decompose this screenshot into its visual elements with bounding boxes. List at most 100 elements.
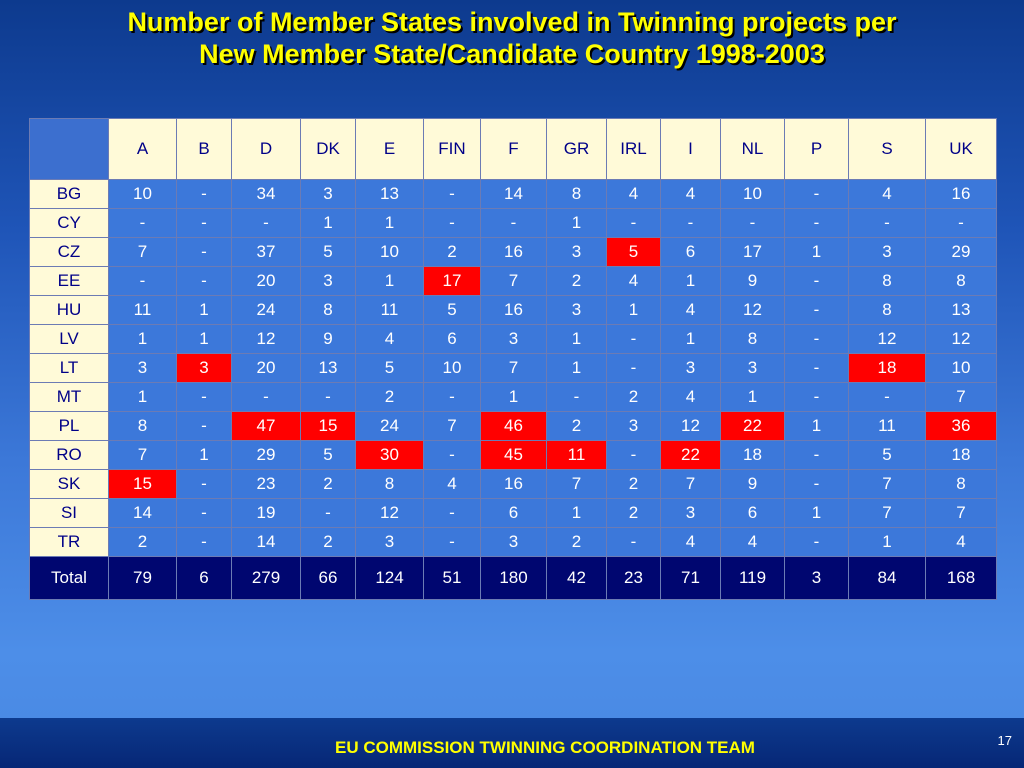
row-label: BG — [29, 179, 109, 209]
table-cell: 6 — [480, 498, 547, 528]
table-cell: 2 — [423, 237, 481, 267]
column-header: IRL — [606, 118, 661, 180]
table-row: MT 1- - -2-1-2 4 1- -7 — [29, 382, 997, 412]
table-cell: - — [784, 208, 849, 238]
title-line-1: Number of Member States involved in Twin… — [127, 7, 897, 37]
row-label: CY — [29, 208, 109, 238]
table-cell: 12 — [231, 324, 301, 354]
row-label: MT — [29, 382, 109, 412]
table-cell: - — [176, 469, 232, 499]
table-cell: 8 — [546, 179, 607, 209]
row-label: RO — [29, 440, 109, 470]
table-cell: 22 — [720, 411, 785, 441]
table-cell: - — [720, 208, 785, 238]
table-cell: 20 — [231, 266, 301, 296]
table-row: EE - -20 3 1 17 7 2 4 1 9-8 8 — [29, 266, 997, 296]
table-cell: 3 — [546, 237, 607, 267]
table-cell: 7 — [546, 469, 607, 499]
table-cell: - — [784, 469, 849, 499]
table-cell: - — [784, 527, 849, 557]
table-cell: 4 — [720, 527, 785, 557]
table-cell: 10 — [355, 237, 424, 267]
table-cell: - — [176, 527, 232, 557]
table-cell: 2 — [108, 527, 177, 557]
row-label: PL — [29, 411, 109, 441]
table-cell: - — [606, 527, 661, 557]
row-label: LT — [29, 353, 109, 383]
total-cell: 180 — [480, 556, 547, 600]
table-cell: 12 — [925, 324, 997, 354]
table-row: LT 3 3 20 13 5 10 7 1-3 3-18 10 — [29, 353, 997, 383]
table-cell: 3 — [108, 353, 177, 383]
column-header: UK — [925, 118, 997, 180]
table-cell: 7 — [660, 469, 721, 499]
table-cell: 7 — [108, 237, 177, 267]
table-cell: 19 — [231, 498, 301, 528]
table-cell: 3 — [300, 266, 356, 296]
table-row: RO 7 1 29 5 30-45 11-22 18-5 18 — [29, 440, 997, 470]
table-row: BG 10-34 3 13-14 8 4 4 10-4 16 — [29, 179, 997, 209]
table-cell: 12 — [848, 324, 926, 354]
table-cell: 18 — [925, 440, 997, 470]
table-cell: 5 — [300, 440, 356, 470]
table-cell: - — [176, 266, 232, 296]
table-cell: 1 — [355, 266, 424, 296]
table-cell: 7 — [480, 266, 547, 296]
table-cell: 1 — [660, 324, 721, 354]
table-cell: 1 — [848, 527, 926, 557]
column-header: S — [848, 118, 926, 180]
column-header: F — [480, 118, 547, 180]
table-cell: - — [231, 382, 301, 412]
table-row: CY - - -1 1- -1- - - - - - — [29, 208, 997, 238]
table-cell: 1 — [300, 208, 356, 238]
total-cell: 42 — [546, 556, 607, 600]
total-cell: 79 — [108, 556, 177, 600]
table-cell: 5 — [848, 440, 926, 470]
total-row: Total 79 6 279 66 124 51 180 42 23 71 119 3 84 168 — [29, 556, 997, 600]
table-cell: 11 — [355, 295, 424, 325]
table-cell: - — [231, 208, 301, 238]
table-cell: 3 — [546, 295, 607, 325]
table-cell: 14 — [480, 179, 547, 209]
table-cell: 1 — [546, 498, 607, 528]
table-cell: - — [108, 208, 177, 238]
table-cell: 7 — [925, 498, 997, 528]
table-cell: - — [176, 208, 232, 238]
table-cell: 2 — [606, 469, 661, 499]
table-cell: - — [423, 208, 481, 238]
table-cell: 5 — [355, 353, 424, 383]
table-cell: - — [176, 411, 232, 441]
column-header: B — [176, 118, 232, 180]
table-cell: 2 — [300, 469, 356, 499]
table-cell: 1 — [660, 266, 721, 296]
table-cell: 8 — [925, 469, 997, 499]
table-cell: 16 — [480, 469, 547, 499]
table-cell: 15 — [108, 469, 177, 499]
total-cell: 168 — [925, 556, 997, 600]
table-cell: 5 — [606, 237, 661, 267]
twinning-table: A B D DK E FIN F GR IRL I NL P S UK BG 10-34 3 13-14 8 4 4 1… — [29, 118, 997, 600]
table-cell: 8 — [720, 324, 785, 354]
table-row: TR 2-14 2 3-3 2-4 4-1 4 — [29, 527, 997, 557]
row-label: TR — [29, 527, 109, 557]
row-label: HU — [29, 295, 109, 325]
table-cell: 13 — [925, 295, 997, 325]
row-label: EE — [29, 266, 109, 296]
table-cell: 18 — [848, 353, 926, 383]
table-cell: 13 — [355, 179, 424, 209]
table-cell: 29 — [925, 237, 997, 267]
table-cell: 11 — [546, 440, 607, 470]
table-cell: 37 — [231, 237, 301, 267]
table-cell: 5 — [300, 237, 356, 267]
table-cell: 4 — [660, 295, 721, 325]
title-line-2: New Member State/Candidate Country 1998-… — [199, 39, 825, 69]
table-cell: 3 — [300, 179, 356, 209]
table-body: BG 10-34 3 13-14 8 4 4 10-4 16 CY - - -1 1- -1- - - - - - CZ… — [29, 179, 997, 557]
table-cell: 3 — [606, 411, 661, 441]
column-header: GR — [546, 118, 607, 180]
table-cell: 8 — [355, 469, 424, 499]
table-cell: 1 — [176, 324, 232, 354]
table-cell: 10 — [423, 353, 481, 383]
table-cell: 1 — [546, 208, 607, 238]
total-cell: 71 — [660, 556, 721, 600]
